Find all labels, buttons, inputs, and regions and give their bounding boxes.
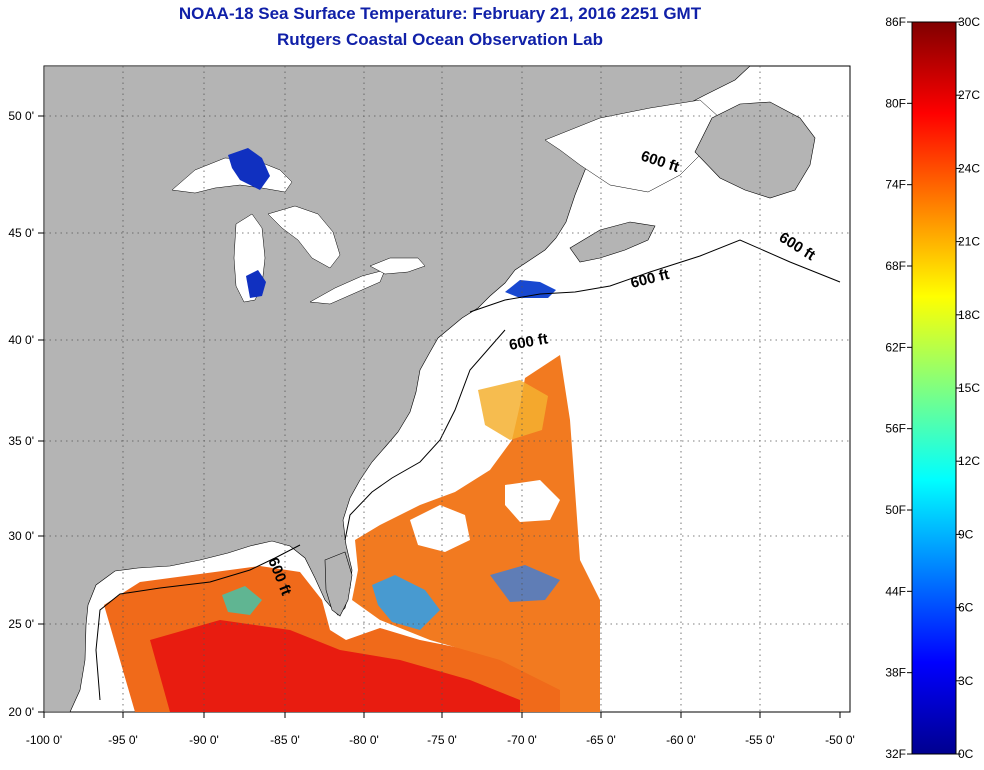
colorbar-fahrenheit-labels: 86F 80F 74F 68F 62F 56F 50F 44F 38F 32F (885, 15, 912, 761)
lat-tick-label: 30 0' (8, 529, 34, 543)
colorbar-c-label: 12C (958, 454, 980, 468)
colorbar-c-label: 0C (958, 747, 974, 761)
longitude-ticks: -100 0' -95 0' -90 0' -85 0' -80 0' -75 0' -70… (26, 712, 855, 747)
sst-cloud-patch (410, 505, 470, 552)
colorbar-f-label: 56F (885, 422, 906, 436)
gulf-of-st-lawrence (544, 99, 721, 193)
lake-huron (267, 205, 341, 269)
colorbar-f-label: 32F (885, 747, 906, 761)
colorbar-c-label: 18C (958, 308, 980, 322)
lake-ice-superior (228, 148, 270, 190)
colorbar-c-label: 6C (958, 601, 974, 615)
lon-tick-label: -100 0' (26, 733, 62, 747)
sst-yellow-patch (478, 380, 548, 440)
colorbar-c-label: 24C (958, 161, 980, 175)
lon-tick-label: -65 0' (586, 733, 616, 747)
lon-tick-label: -95 0' (108, 733, 138, 747)
lake-ice-michigan (246, 270, 266, 298)
land-newfoundland (694, 101, 816, 199)
lon-tick-label: -90 0' (189, 733, 219, 747)
colorbar-c-label: 21C (958, 235, 980, 249)
colorbar-f-label: 44F (885, 584, 906, 598)
sst-green-patch (222, 586, 262, 615)
lake-ontario (369, 257, 426, 275)
sst-cool-patch (372, 575, 440, 630)
colorbar-f-label: 86F (885, 15, 906, 29)
lon-tick-label: -75 0' (427, 733, 457, 747)
lon-tick-label: -70 0' (507, 733, 537, 747)
lat-tick-label: 50 0' (8, 109, 34, 123)
lon-tick-label: -85 0' (270, 733, 300, 747)
lon-tick-label: -50 0' (825, 733, 855, 747)
colorbar-f-label: 62F (885, 340, 906, 354)
depth-contour-label: 600 ft (508, 330, 550, 354)
lake-erie (309, 269, 386, 305)
land-north-america (44, 66, 751, 712)
lat-tick-label: 35 0' (8, 434, 34, 448)
colorbar-c-label: 27C (958, 88, 980, 102)
colorbar-f-label: 38F (885, 666, 906, 680)
colorbar-f-label: 68F (885, 259, 906, 273)
colorbar-c-label: 30C (958, 15, 980, 29)
graticule (44, 66, 850, 712)
land-florida (324, 551, 353, 617)
sst-hot-core (150, 620, 520, 712)
sst-swath (104, 355, 600, 712)
colorbar-f-label: 80F (885, 96, 906, 110)
latitude-ticks: 20 0' 25 0' 30 0' 35 0' 40 0' 45 0' 50 0' (8, 109, 44, 719)
land-nova-scotia (569, 221, 656, 263)
lat-tick-label: 45 0' (8, 226, 34, 240)
depth-contour-east-coast (344, 239, 841, 541)
lat-tick-label: 25 0' (8, 617, 34, 631)
lat-tick-label: 20 0' (8, 705, 34, 719)
colorbar-celsius-labels: 30C 27C 24C 21C 18C 15C 12C 9C 6C 3C 0C (956, 15, 980, 761)
lat-tick-label: 40 0' (8, 333, 34, 347)
lon-tick-label: -60 0' (666, 733, 696, 747)
depth-contour-gulf (95, 544, 301, 701)
colorbar-f-label: 50F (885, 503, 906, 517)
map-title: NOAA-18 Sea Surface Temperature: Februar… (178, 4, 702, 23)
colorbar-c-label: 9C (958, 527, 974, 541)
colorbar-f-label: 74F (885, 178, 906, 192)
map-subtitle: Rutgers Coastal Ocean Observation Lab (277, 30, 603, 49)
colorbar (911, 21, 957, 755)
colorbar-c-label: 3C (958, 674, 974, 688)
sst-cool-patch (490, 565, 560, 602)
map-content (44, 66, 841, 712)
colorbar-c-label: 15C (958, 381, 980, 395)
lon-tick-label: -80 0' (349, 733, 379, 747)
lon-tick-label: -55 0' (745, 733, 775, 747)
sst-cloud-patch (505, 480, 560, 522)
